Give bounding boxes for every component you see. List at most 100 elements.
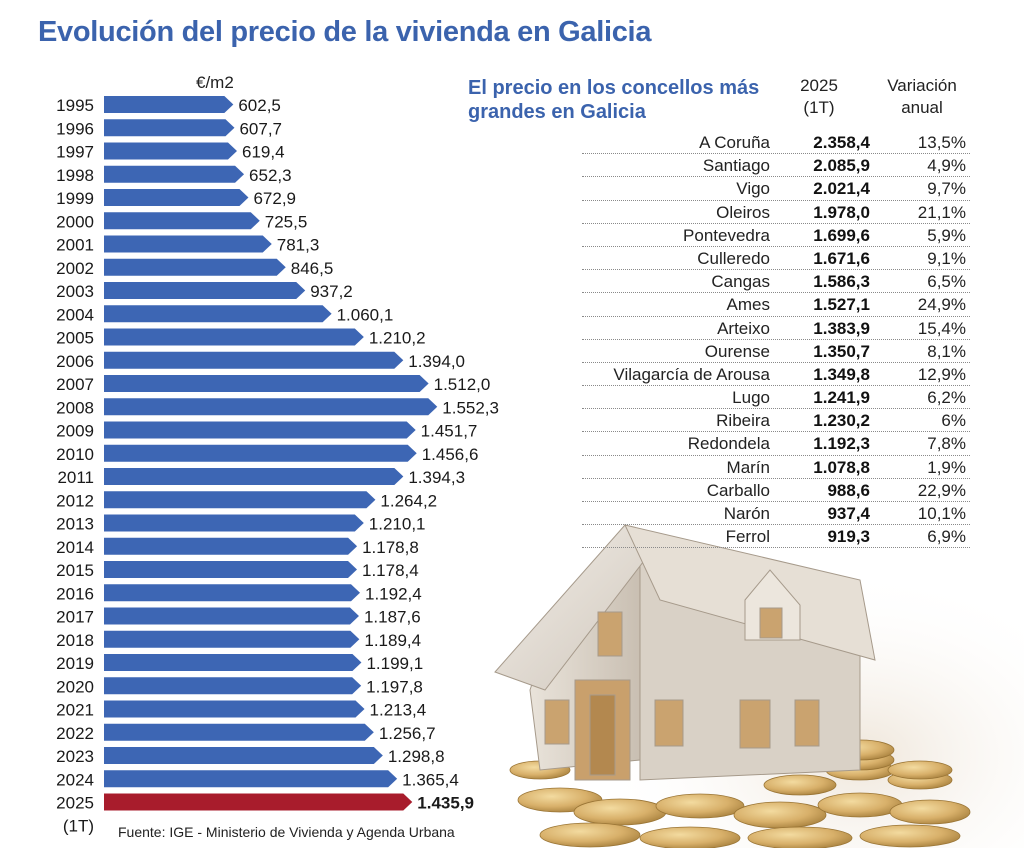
value-label: 937,2 [310,282,353,301]
variation-value: 6,2% [927,388,966,408]
table-row: Lugo 1.241,9 6,2% [582,386,970,410]
year-label: 2007 [56,375,94,394]
variation-value: 5,9% [927,225,966,245]
table-row: Ourense 1.350,7 8,1% [582,340,970,363]
year-note-label: (1T) [63,817,94,836]
value-label: 652,3 [249,166,292,185]
variation-value: 12,9% [917,364,966,384]
table-row: Redondela 1.192,3 7,8% [582,432,970,456]
bar-2004 [104,305,332,323]
municipality-name: Vilagarcía de Arousa [613,364,770,384]
municipality-name: Santiago [702,156,770,176]
value-label: 1.256,7 [379,724,436,743]
bar-2022 [104,723,374,741]
table-row: Ribeira 1.230,2 6% [582,409,970,433]
bar-1996 [104,119,235,137]
municipality-name: Lugo [732,388,770,408]
bar-2017 [104,607,359,625]
variation-value: 1,9% [927,457,966,477]
value-label: 1.552,3 [442,398,499,417]
price-value: 2.021,4 [813,179,870,199]
table-row: Vilagarcía de Arousa 1.349,8 12,9% [582,363,970,387]
municipality-name: Vigo [736,179,770,199]
table-row: Narón 937,4 10,1% [582,502,970,526]
price-value: 1.350,7 [813,341,870,361]
value-label: 1.512,0 [434,375,491,394]
value-label: 1.435,9 [417,794,474,813]
municipality-name: Carballo [706,480,770,500]
bar-1995 [104,96,234,113]
value-label: 1.213,4 [370,701,427,720]
table-rows: A Coruña 2.358,4 13,5% Santiago 2.085,9 4,9% V… [582,131,970,549]
table-row: Cangas 1.586,3 6,5% [582,270,970,294]
value-label: 781,3 [277,236,320,255]
variation-value: 22,9% [917,480,966,500]
bar-2002 [104,258,286,276]
bar-2025 [104,793,413,811]
municipality-name: Narón [723,504,770,523]
municipality-name: Marín [726,457,770,477]
value-label: 1.298,8 [388,747,445,766]
price-value: 1.241,9 [813,388,870,408]
bar-2020 [104,677,362,695]
price-value: 1.078,8 [813,457,870,477]
value-label: 1.456,6 [422,445,479,464]
year-label: 2008 [56,398,94,417]
bar-2010 [104,444,417,462]
bar-2015 [104,561,358,578]
page-title: Evolución del precio de la vivienda en G… [38,16,652,48]
bar-1997 [104,142,237,160]
year-label: 2002 [56,259,94,278]
table-subtitle: El precio en los concellos más grandes e… [468,77,760,123]
variation-value: 13,5% [917,133,966,152]
header-line: 2025 [800,76,838,95]
bar-1999 [104,189,249,206]
value-label: 1.210,1 [369,515,426,534]
price-value: 988,6 [827,480,870,500]
value-label: 1.197,8 [366,677,423,696]
year-label: 1996 [56,119,94,138]
value-label: 1.365,4 [402,770,459,789]
table-row: Oleiros 1.978,0 21,1% [582,201,970,224]
municipality-name: Pontevedra [683,225,770,245]
header-line: anual [901,98,943,117]
municipality-name: Ames [726,295,770,315]
header-line: (1T) [803,98,835,117]
year-label: 2011 [57,468,94,487]
price-value: 919,3 [827,527,870,547]
price-value: 1.978,0 [813,202,870,222]
variation-value: 9,7% [927,179,966,199]
table-row: A Coruña 2.358,4 13,5% [582,131,970,155]
municipal-price-table: El precio en los concellos más grandes e… [462,72,982,572]
header-line: Variación [887,76,957,95]
variation-column-header: Variación anual [870,75,974,119]
price-evolution-bar-chart: €/m2 1995 602,5 1996 607,7 1997 619,4 1998 652,3… [56,73,499,836]
variation-value: 10,1% [917,504,966,523]
year-label: 2004 [56,305,94,324]
value-label: 1.264,2 [380,491,437,510]
price-value: 1.192,3 [813,434,870,454]
municipality-name: Ferrol [725,527,770,547]
value-label: 1.178,8 [362,538,419,557]
value-label: 1.060,1 [337,305,394,324]
bar-2014 [104,537,358,555]
bar-2018 [104,630,360,648]
year-label: 2015 [56,561,94,580]
year-label: 2023 [56,747,94,766]
year-label: 2017 [56,608,94,627]
table-row: Ferrol 919,3 6,9% [582,525,970,549]
price-value: 1.671,6 [813,248,870,268]
year-label: 1995 [56,96,94,115]
municipality-name: Redondela [687,434,770,454]
municipality-name: Ourense [704,341,770,361]
value-label: 1.192,4 [365,584,422,603]
price-value: 1.383,9 [813,318,870,338]
bar-2005 [104,328,364,346]
municipality-name: Cangas [711,272,770,292]
unit-label: €/m2 [196,73,234,92]
bar-2007 [104,375,429,392]
year-label: 2014 [56,538,94,557]
value-label: 1.451,7 [421,422,478,441]
bar-2011 [104,468,404,485]
municipality-name: Oleiros [716,202,770,222]
